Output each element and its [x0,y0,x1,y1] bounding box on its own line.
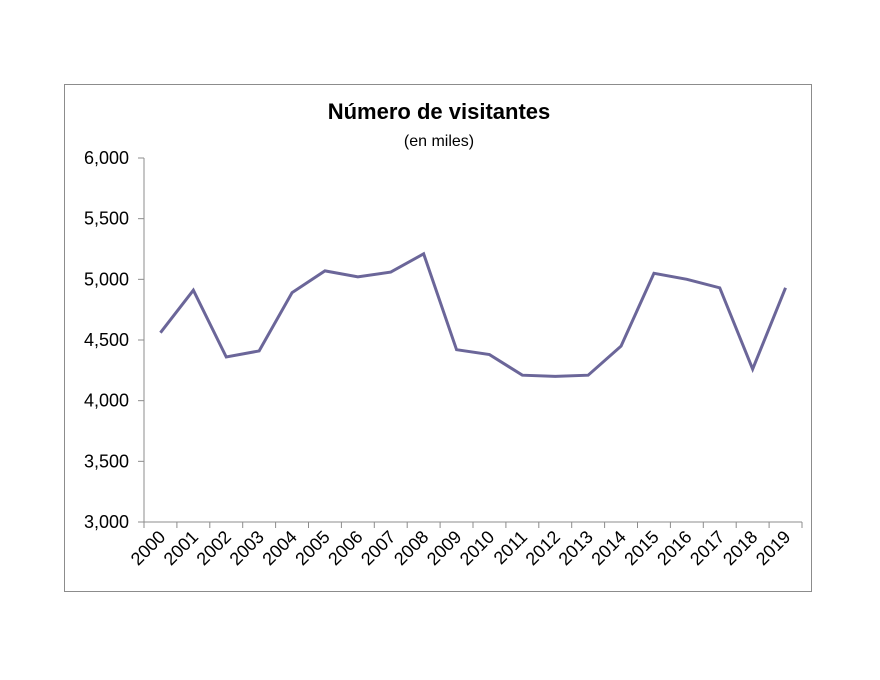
x-tick-label: 2018 [719,527,761,569]
x-tick-label: 2002 [193,527,235,569]
x-tick-label: 2005 [291,527,333,569]
x-tick-label: 2014 [587,527,629,569]
y-tick-label: 4,500 [84,330,129,350]
series-layer [159,251,787,378]
x-tick-label: 2017 [686,527,728,569]
y-axis: 3,000 3,500 4,000 4,500 5,000 5,500 6,000 [84,148,145,532]
line-chart: Número de visitantes (en miles) 3,000 3,5… [84,99,803,569]
x-tick-label: 2006 [324,527,366,569]
y-tick-label: 3,500 [84,451,129,471]
x-tick-label: 2015 [620,527,662,569]
x-tick-label: 2010 [456,527,498,569]
y-tick-label: 5,000 [84,269,129,289]
x-tick-label: 2007 [357,527,399,569]
x-tick-label: 2000 [127,527,169,569]
chart-title: Número de visitantes [328,99,551,124]
x-tick-label: 2011 [490,527,532,569]
chart-subtitle: (en miles) [404,133,474,150]
y-tick-label: 4,000 [84,391,129,411]
y-tick-label: 6,000 [84,148,129,168]
x-tick-label: 2008 [390,527,432,569]
x-tick-label: 2012 [522,527,564,569]
y-tick-label: 3,000 [84,512,129,532]
x-tick-label: 2003 [226,527,268,569]
y-tick-label: 5,500 [84,209,129,229]
x-tick-label: 2013 [555,527,597,569]
series-line [159,251,787,378]
x-tick-label: 2009 [423,527,465,569]
x-tick-label: 2016 [653,527,695,569]
chart-frame: Número de visitantes (en miles) 3,000 3,5… [64,84,812,592]
x-axis: 2000200120022003200420052006200720082009… [127,521,803,569]
x-tick-label: 2019 [752,527,794,569]
x-tick-label: 2001 [160,527,202,569]
x-tick-label: 2004 [258,527,300,569]
